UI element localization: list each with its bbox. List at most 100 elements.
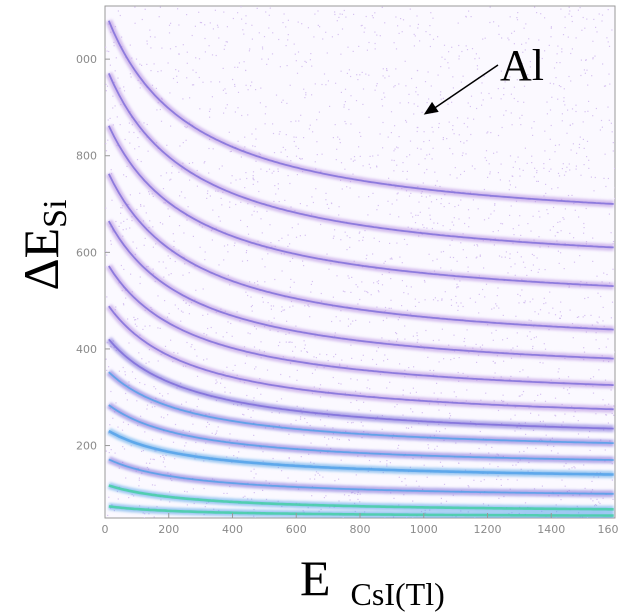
noise-dot (138, 479, 140, 481)
noise-dot (519, 215, 521, 217)
noise-dot (261, 258, 263, 260)
noise-dot (390, 111, 393, 113)
noise-dot (346, 72, 348, 74)
noise-dot (336, 275, 338, 277)
noise-dot (459, 280, 461, 282)
noise-dot (409, 140, 412, 142)
noise-dot (341, 188, 343, 190)
noise-dot (456, 287, 458, 289)
noise-dot (128, 122, 130, 124)
noise-dot (549, 82, 551, 84)
noise-dot (448, 51, 450, 53)
noise-dot (511, 124, 513, 126)
noise-dot (122, 366, 124, 369)
noise-dot (199, 246, 201, 248)
noise-dot (284, 199, 286, 201)
noise-dot (427, 444, 429, 446)
noise-dot (449, 412, 451, 414)
x-tick-label: 0 (102, 523, 109, 536)
noise-dot (604, 153, 606, 155)
noise-dot (204, 251, 206, 253)
noise-dot (524, 302, 526, 304)
noise-dot (325, 192, 327, 194)
noise-dot (320, 292, 322, 295)
noise-dot (612, 240, 615, 243)
noise-dot (238, 62, 240, 64)
isotope-band-core (108, 505, 614, 517)
noise-dot (123, 448, 126, 450)
noise-dot (226, 26, 228, 28)
noise-dot (144, 8, 146, 10)
noise-dot (261, 232, 263, 234)
noise-dot (178, 70, 180, 72)
noise-dot (266, 63, 268, 65)
noise-dot (583, 464, 585, 466)
noise-dot (301, 65, 303, 68)
noise-dot (427, 71, 429, 73)
noise-dot (455, 442, 457, 444)
noise-dot (516, 79, 518, 81)
noise-dot (610, 389, 612, 391)
noise-dot (507, 37, 509, 39)
noise-dot (592, 237, 594, 239)
noise-dot (550, 26, 552, 28)
noise-dot (570, 149, 572, 151)
noise-dot (482, 38, 484, 40)
noise-dot (275, 94, 278, 96)
noise-dot (507, 478, 509, 481)
noise-dot (550, 124, 552, 127)
noise-dot (467, 117, 469, 119)
noise-dot (576, 152, 578, 154)
noise-dot (249, 48, 251, 50)
noise-dot (312, 201, 314, 204)
noise-dot (534, 311, 536, 313)
noise-dot (476, 107, 478, 110)
noise-dot (406, 156, 408, 158)
noise-dot (207, 190, 209, 192)
noise-dot (299, 418, 302, 420)
noise-dot (151, 84, 154, 86)
noise-dot (242, 496, 244, 498)
noise-dot (247, 294, 249, 297)
noise-dot (489, 116, 491, 118)
noise-dot (280, 310, 283, 313)
noise-dot (498, 33, 500, 35)
noise-dot (524, 300, 526, 302)
noise-dot (115, 57, 117, 59)
noise-dot (259, 102, 261, 104)
noise-dot (557, 250, 559, 252)
noise-dot (224, 88, 226, 90)
noise-dot (156, 109, 158, 111)
noise-dot (248, 50, 250, 52)
noise-dot (405, 484, 407, 486)
noise-dot (563, 174, 566, 176)
noise-dot (454, 167, 456, 169)
noise-dot (185, 127, 187, 129)
noise-dot (139, 192, 141, 194)
noise-dot (440, 198, 443, 200)
noise-dot (149, 325, 151, 327)
noise-dot (303, 340, 305, 342)
noise-dot (550, 450, 553, 452)
noise-dot (468, 486, 470, 488)
noise-dot (230, 150, 232, 152)
noise-dot (611, 479, 613, 481)
noise-dot (291, 341, 293, 343)
noise-dot (218, 264, 220, 266)
noise-dot (349, 237, 351, 239)
noise-dot (297, 21, 299, 23)
noise-dot (500, 484, 502, 486)
noise-dot (519, 175, 521, 177)
noise-dot (250, 296, 252, 298)
noise-dot (146, 63, 148, 65)
noise-dot (597, 322, 599, 324)
noise-dot (568, 468, 570, 470)
noise-dot (573, 237, 575, 239)
noise-dot (401, 305, 403, 307)
noise-dot (471, 48, 474, 50)
noise-dot (369, 410, 372, 412)
noise-dot (287, 477, 289, 479)
noise-dot (128, 342, 130, 344)
noise-dot (172, 77, 175, 80)
noise-dot (563, 97, 565, 99)
